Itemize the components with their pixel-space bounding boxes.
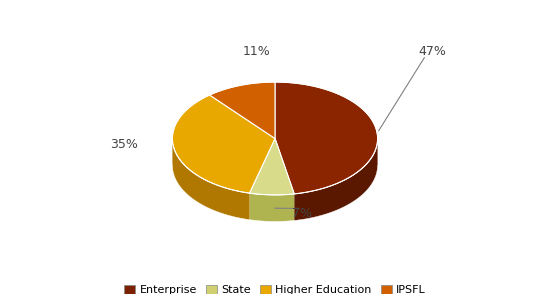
Text: 11%: 11%: [243, 45, 271, 58]
Legend: Enterprise, State, Higher Education, IPSFL: Enterprise, State, Higher Education, IPS…: [119, 280, 431, 294]
Polygon shape: [250, 193, 294, 221]
Polygon shape: [275, 82, 378, 194]
Polygon shape: [172, 95, 275, 193]
Polygon shape: [210, 82, 275, 138]
Text: 47%: 47%: [418, 45, 446, 58]
Polygon shape: [250, 138, 294, 195]
Text: 7%: 7%: [292, 207, 311, 220]
Polygon shape: [294, 138, 378, 220]
Polygon shape: [172, 138, 250, 220]
Text: 35%: 35%: [110, 138, 138, 151]
